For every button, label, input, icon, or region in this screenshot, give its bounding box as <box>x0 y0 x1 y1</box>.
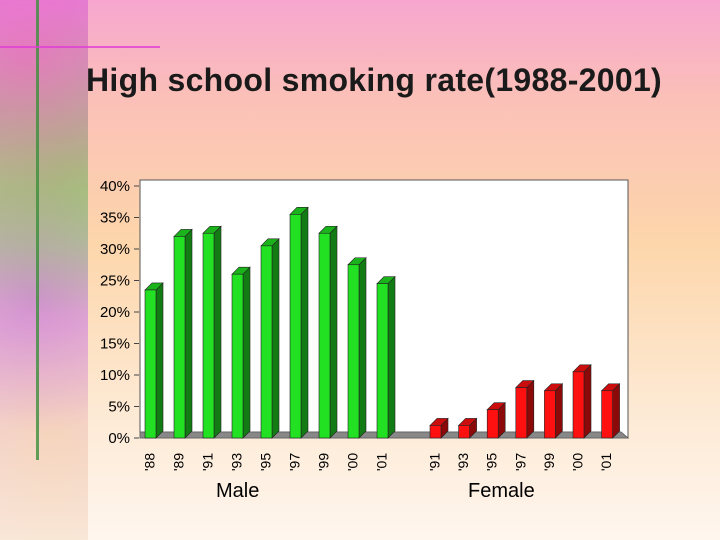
bar-side <box>213 225 222 439</box>
bar <box>260 245 273 439</box>
bar-side <box>387 275 396 439</box>
bar-side <box>526 379 535 439</box>
bar <box>318 232 331 439</box>
bar <box>347 264 360 439</box>
bar <box>515 387 528 439</box>
bar-side <box>184 228 193 439</box>
bar <box>601 390 613 439</box>
bar-side <box>155 282 164 439</box>
y-tick-label: 40% <box>100 178 130 195</box>
x-tick-label: '91 <box>200 453 216 471</box>
group-label-male: Male <box>216 480 260 502</box>
x-tick-label: '91 <box>427 453 443 471</box>
decorative-side-strip <box>0 0 88 540</box>
bars <box>144 206 621 439</box>
x-tick-label: '89 <box>171 453 187 471</box>
x-tick-label: '95 <box>484 453 500 471</box>
bar-side <box>271 238 280 439</box>
bar-side <box>583 364 592 439</box>
y-tick-label: 5% <box>108 399 130 416</box>
bar <box>486 409 499 439</box>
x-tick-label: '00 <box>570 453 586 471</box>
y-axis: 40% 35% 30% 25% 20% 15% 10% 5% 0% <box>100 178 139 447</box>
bar-side <box>242 266 251 439</box>
bar-side <box>555 383 563 439</box>
decorative-vertical-line <box>36 0 39 460</box>
y-tick-label: 10% <box>100 367 130 384</box>
decorative-horizontal-line <box>0 46 160 48</box>
y-tick-label: 15% <box>100 336 130 353</box>
bar <box>202 232 215 439</box>
bar-side <box>358 257 367 439</box>
bar <box>429 425 442 439</box>
bar <box>376 283 389 439</box>
bar <box>173 236 186 439</box>
y-tick-label: 30% <box>100 241 130 258</box>
group-label-female: Female <box>468 480 535 502</box>
x-axis: '88 '89 '91 '93 '95 '97 '99 '00 '01 '91 '93 '95 '97 '… <box>142 453 615 471</box>
x-tick-label: '93 <box>455 453 471 471</box>
x-tick-label: '97 <box>512 453 528 471</box>
x-tick-label: '01 <box>374 453 390 471</box>
x-tick-label: '99 <box>316 453 332 471</box>
bar-side <box>329 225 338 439</box>
y-tick-label: 35% <box>100 210 130 227</box>
x-tick-label: '01 <box>598 453 614 471</box>
bar <box>144 289 157 439</box>
y-tick-label: 20% <box>100 304 130 321</box>
x-tick-label: '00 <box>345 453 361 471</box>
y-tick-label: 25% <box>100 273 130 290</box>
x-tick-label: '93 <box>229 453 245 471</box>
x-tick-label: '95 <box>258 453 274 471</box>
bar <box>289 214 302 439</box>
bar-side <box>300 206 309 439</box>
bar <box>572 371 585 439</box>
bar <box>231 273 244 439</box>
bar <box>458 425 470 439</box>
x-tick-label: '88 <box>142 453 158 471</box>
x-tick-label: '97 <box>287 453 303 471</box>
y-tick-label: 0% <box>108 430 130 447</box>
bar <box>544 390 556 439</box>
bar-side <box>612 383 620 439</box>
slide-title: High school smoking rate(1988-2001) <box>86 62 663 98</box>
x-tick-label: '99 <box>541 453 557 471</box>
